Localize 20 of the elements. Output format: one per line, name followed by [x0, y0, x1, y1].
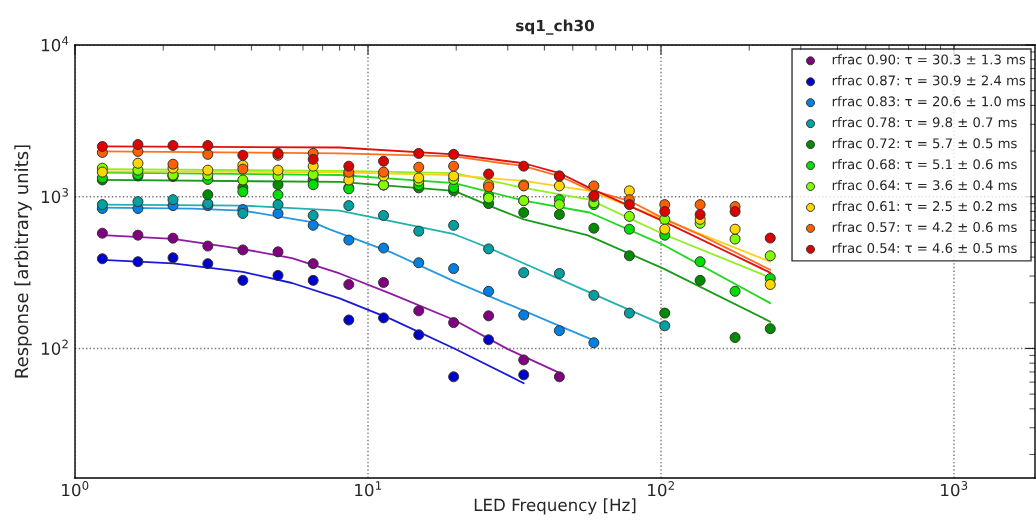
chart-title: sq1_ch30 [516, 19, 595, 35]
legend-label: rfrac 0.78: τ = 9.8 ± 0.7 ms [832, 117, 1017, 128]
legend-label: rfrac 0.61: τ = 2.5 ± 0.2 ms [832, 200, 1017, 212]
legend-label: rfrac 0.68: τ = 5.1 ± 0.6 ms [832, 158, 1017, 170]
legend-label: rfrac 0.83: τ = 20.6 ± 1.0 ms [832, 96, 1026, 107]
legend-label: rfrac 0.87: τ = 30.9 ± 2.4 ms [832, 75, 1026, 86]
x-tick-label: 10$^{0}$ [62, 481, 89, 497]
y-tick-label: 10$^{3}$ [41, 187, 68, 204]
x-tick-label: 10$^{3}$ [941, 481, 968, 497]
legend-label: rfrac 0.64: τ = 3.6 ± 0.4 ms [832, 179, 1017, 191]
x-tick-label: 10$^{2}$ [648, 481, 674, 497]
y-axis-title: Response [arbitrary units] [14, 145, 32, 378]
y-tick-label: 10$^{4}$ [41, 36, 69, 52]
x-axis-title: LED Frequency [Hz] [474, 498, 636, 515]
x-tick-label: 10$^{1}$ [355, 481, 382, 497]
legend-label: rfrac 0.90: τ = 30.3 ± 1.3 ms [832, 54, 1026, 65]
legend-label: rfrac 0.57: τ = 4.2 ± 0.6 ms [832, 221, 1017, 233]
y-tick-label: 10$^{2}$ [41, 339, 68, 355]
legend-label: rfrac 0.54: τ = 4.6 ± 0.5 ms [832, 242, 1017, 253]
legend-label: rfrac 0.72: τ = 5.7 ± 0.5 ms [832, 138, 1017, 149]
